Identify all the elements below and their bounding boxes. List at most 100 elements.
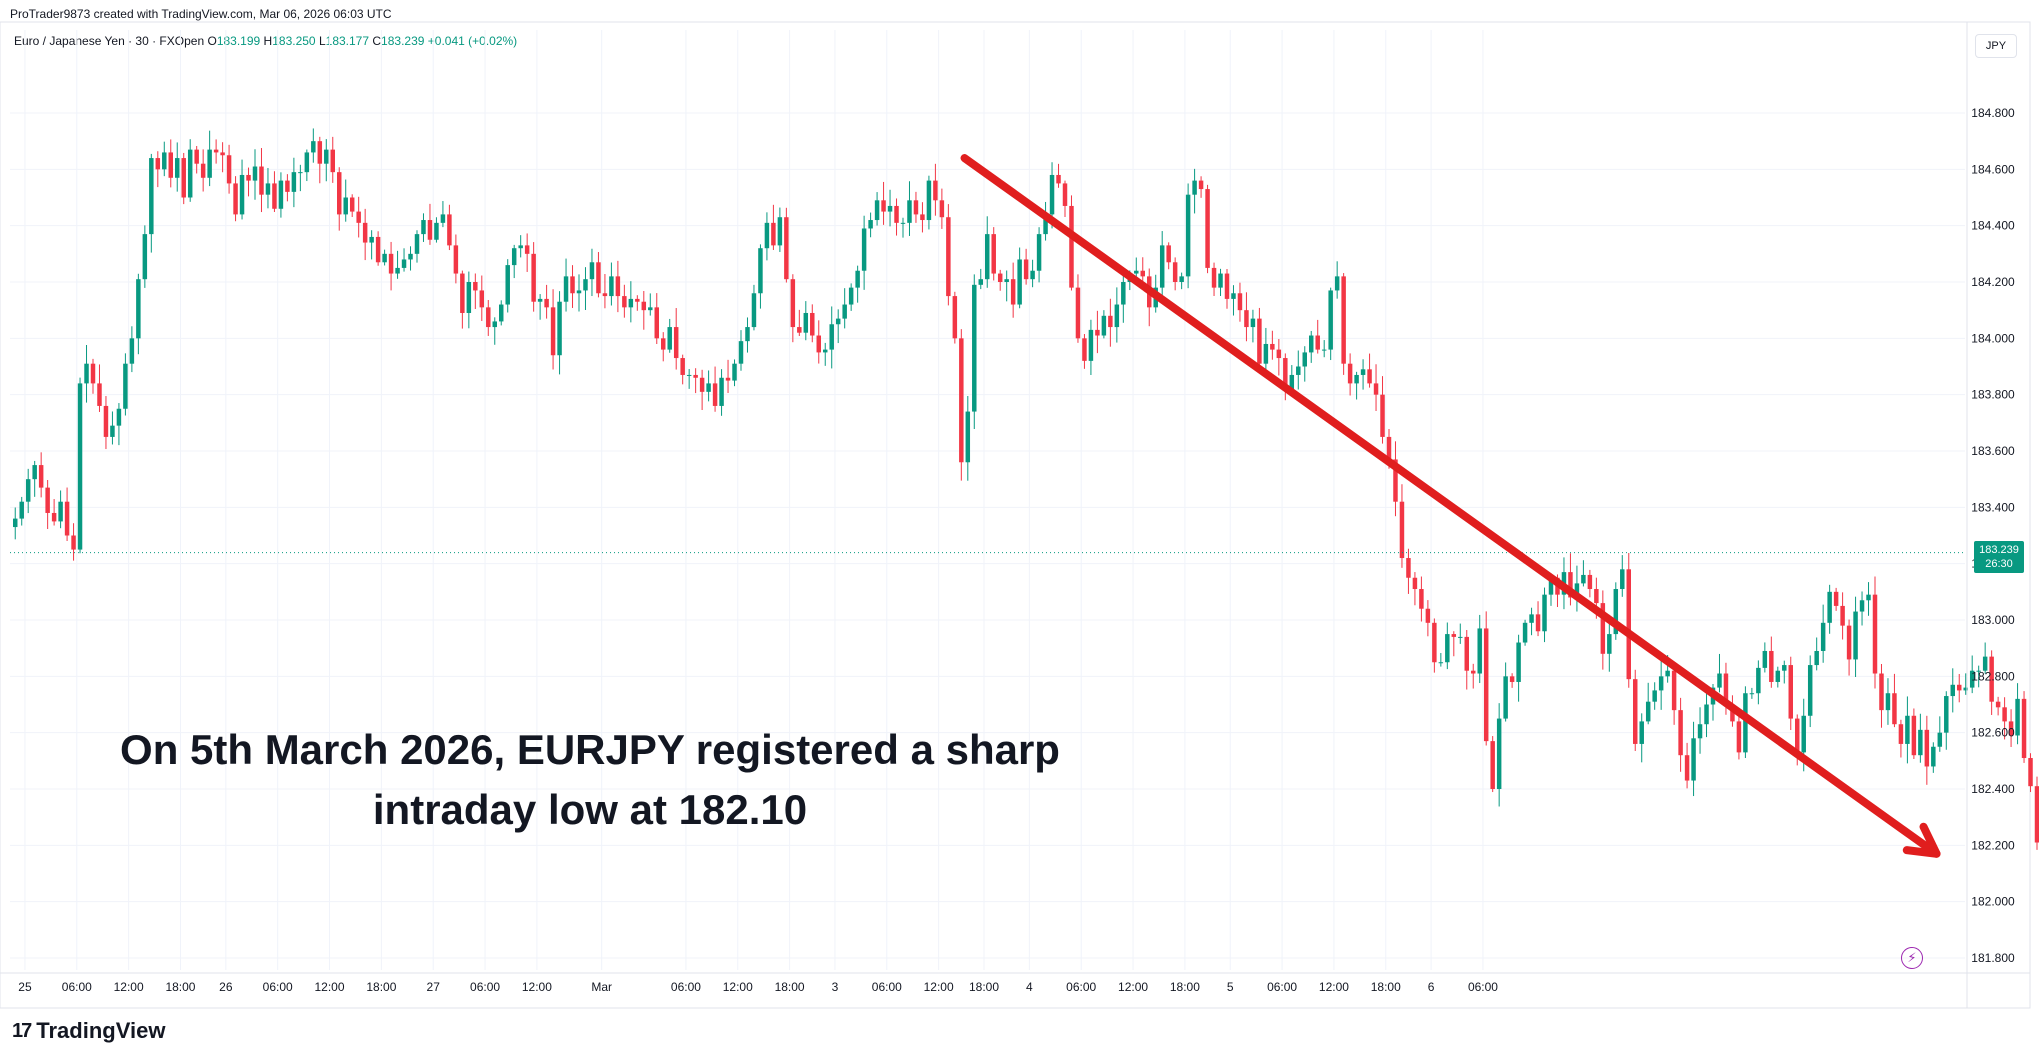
candle: [1010, 262, 1016, 318]
candle: [129, 326, 135, 373]
candle-body: [1108, 315, 1113, 328]
candle-body: [246, 174, 251, 181]
candle: [1218, 268, 1223, 296]
candle-body: [1406, 558, 1411, 578]
high-value: 183.250: [272, 34, 316, 48]
candle-body: [1276, 349, 1282, 359]
candle: [1185, 183, 1191, 289]
candle: [874, 192, 880, 226]
candle-body: [317, 141, 323, 164]
time-tick-label: 26: [219, 980, 233, 994]
candle-body: [641, 301, 647, 311]
candle-body: [362, 222, 368, 243]
candle: [1347, 353, 1353, 396]
candle: [900, 217, 906, 238]
candle-body: [1049, 174, 1055, 215]
candle-body: [1652, 690, 1657, 702]
candle-body: [835, 318, 841, 325]
candle-body: [64, 501, 70, 536]
candle-body: [356, 211, 361, 223]
candle-body: [939, 200, 945, 218]
candle-body: [162, 152, 167, 170]
candle-body: [1172, 262, 1178, 282]
candle: [252, 149, 258, 200]
time-axis[interactable]: 25 06:00 12:00 18:00 26 06:00 12:00 18:00 27 06:0…: [0, 972, 2030, 994]
candle-body: [1419, 589, 1424, 609]
candle: [440, 201, 446, 228]
candle: [1620, 555, 1625, 597]
candle-body: [51, 512, 57, 522]
candle: [13, 507, 18, 540]
candle-body: [1010, 279, 1016, 305]
candle-body: [1250, 318, 1256, 328]
candle: [103, 396, 109, 450]
price-chart[interactable]: 184.800 184.600 184.400 184.200 184.000 183.8…: [0, 0, 2039, 1010]
candle-body: [952, 296, 958, 339]
candle-body: [324, 149, 329, 164]
candle-body: [19, 501, 24, 519]
candle-body: [1134, 270, 1139, 274]
candle: [952, 291, 958, 344]
candle-body: [531, 253, 536, 302]
candle-body: [1950, 684, 1955, 697]
candle-body: [123, 363, 128, 409]
time-tick-label: 18:00: [775, 980, 805, 994]
candle-body: [1756, 667, 1761, 694]
candle: [686, 369, 692, 389]
candle: [123, 353, 128, 416]
candle: [1477, 614, 1482, 684]
candle-body: [1088, 329, 1094, 361]
candle: [1334, 261, 1340, 299]
candle: [1075, 274, 1081, 343]
candle-body: [1645, 701, 1651, 722]
candle: [382, 249, 387, 266]
candle: [1924, 715, 1930, 785]
price-axis[interactable]: 184.800 184.600 184.400 184.200 184.000 183.8…: [1966, 22, 2015, 1008]
candle-body: [1296, 366, 1301, 375]
candle: [835, 309, 841, 344]
candle: [1114, 287, 1120, 343]
price-tick-label: 183.400: [1971, 500, 2015, 514]
candle-body: [887, 205, 893, 212]
candle: [1918, 713, 1923, 763]
candle-body: [1328, 290, 1333, 350]
candle: [635, 295, 640, 311]
candle-body: [777, 217, 783, 246]
candle-body: [84, 363, 89, 384]
candle-body: [959, 338, 964, 463]
candle: [1432, 618, 1437, 673]
high-label: H: [263, 34, 273, 48]
candle-body: [181, 158, 186, 198]
candle-body: [1911, 715, 1917, 756]
candle: [1639, 713, 1644, 763]
candle-body: [285, 180, 290, 192]
candle: [1017, 247, 1022, 309]
candle-body: [1198, 180, 1204, 190]
candle-body: [1347, 363, 1353, 384]
candle: [453, 234, 459, 284]
candle-body: [71, 535, 76, 550]
candle-body: [1244, 310, 1249, 328]
candle: [2002, 697, 2007, 740]
symbol-name[interactable]: Euro / Japanese Yen · 30 · FXOpen: [14, 34, 205, 48]
tradingview-branding[interactable]: 17 TradingView: [12, 1018, 165, 1044]
candle-body: [1730, 704, 1735, 722]
candle: [1743, 686, 1748, 759]
candle-body: [933, 180, 938, 201]
candle: [848, 283, 854, 311]
time-tick-label: 12:00: [114, 980, 144, 994]
candle: [939, 188, 945, 229]
candle: [589, 248, 595, 297]
lightning-icon[interactable]: ⚡: [1901, 947, 1923, 969]
candle: [136, 273, 141, 355]
candle-body: [220, 152, 225, 156]
candle: [1380, 376, 1385, 444]
candle: [1471, 663, 1476, 689]
candle: [661, 332, 666, 362]
currency-button[interactable]: JPY: [1975, 34, 2017, 58]
candle: [1095, 310, 1100, 354]
candle-body: [1749, 693, 1755, 695]
candle: [1840, 592, 1845, 640]
candle: [518, 235, 523, 258]
candle-body: [1283, 358, 1288, 390]
